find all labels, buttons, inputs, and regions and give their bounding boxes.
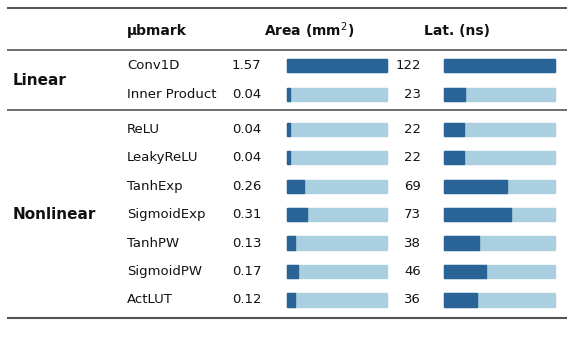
Text: ActLUT: ActLUT bbox=[127, 293, 173, 307]
Text: 22: 22 bbox=[404, 151, 421, 164]
Bar bbox=[444, 122, 556, 136]
Text: 0.04: 0.04 bbox=[232, 88, 261, 101]
Text: 46: 46 bbox=[405, 265, 421, 278]
Bar bbox=[287, 151, 289, 164]
Bar bbox=[287, 237, 387, 249]
Bar bbox=[444, 60, 556, 72]
Bar bbox=[444, 208, 511, 221]
Bar bbox=[287, 180, 304, 193]
Text: 0.17: 0.17 bbox=[232, 265, 261, 278]
Bar bbox=[287, 122, 387, 136]
Text: 1.57: 1.57 bbox=[232, 60, 261, 72]
Bar bbox=[287, 88, 387, 101]
Bar bbox=[444, 293, 556, 307]
Bar bbox=[444, 88, 465, 101]
Bar bbox=[287, 180, 387, 193]
Text: 23: 23 bbox=[404, 88, 421, 101]
Text: 0.31: 0.31 bbox=[232, 208, 261, 221]
Bar bbox=[444, 180, 556, 193]
Text: Nonlinear: Nonlinear bbox=[13, 207, 96, 222]
Text: 0.12: 0.12 bbox=[232, 293, 261, 307]
Text: 0.04: 0.04 bbox=[232, 151, 261, 164]
Bar bbox=[287, 60, 387, 72]
Bar bbox=[444, 151, 464, 164]
Text: μbmark: μbmark bbox=[127, 24, 187, 38]
Text: 38: 38 bbox=[404, 237, 421, 249]
Text: 0.26: 0.26 bbox=[232, 180, 261, 192]
Bar bbox=[444, 88, 556, 101]
Text: 122: 122 bbox=[395, 60, 421, 72]
Bar bbox=[444, 237, 556, 249]
Bar bbox=[444, 237, 479, 249]
Text: TanhExp: TanhExp bbox=[127, 180, 183, 192]
Text: Linear: Linear bbox=[13, 73, 67, 88]
Bar bbox=[444, 265, 486, 278]
Bar bbox=[287, 208, 307, 221]
Bar bbox=[287, 151, 387, 164]
Text: 0.04: 0.04 bbox=[232, 122, 261, 136]
Bar bbox=[287, 237, 295, 249]
Text: 73: 73 bbox=[404, 208, 421, 221]
Bar bbox=[287, 265, 387, 278]
Bar bbox=[444, 293, 477, 307]
Bar bbox=[287, 88, 289, 101]
Text: LeakyReLU: LeakyReLU bbox=[127, 151, 199, 164]
Text: Area (mm$^2$): Area (mm$^2$) bbox=[264, 20, 354, 41]
Bar bbox=[444, 122, 464, 136]
Text: 69: 69 bbox=[405, 180, 421, 192]
Bar bbox=[444, 60, 556, 72]
Bar bbox=[444, 151, 556, 164]
Bar bbox=[287, 293, 387, 307]
Bar bbox=[287, 60, 387, 72]
Bar bbox=[444, 180, 507, 193]
Bar bbox=[287, 208, 387, 221]
Bar bbox=[444, 208, 556, 221]
Text: ReLU: ReLU bbox=[127, 122, 160, 136]
Bar bbox=[287, 293, 294, 307]
Text: 0.13: 0.13 bbox=[232, 237, 261, 249]
Text: TanhPW: TanhPW bbox=[127, 237, 179, 249]
Text: Conv1D: Conv1D bbox=[127, 60, 180, 72]
Text: 36: 36 bbox=[404, 293, 421, 307]
Bar bbox=[287, 265, 298, 278]
Text: Inner Product: Inner Product bbox=[127, 88, 216, 101]
Text: SigmoidPW: SigmoidPW bbox=[127, 265, 202, 278]
Text: 22: 22 bbox=[404, 122, 421, 136]
Text: SigmoidExp: SigmoidExp bbox=[127, 208, 205, 221]
Bar bbox=[287, 122, 289, 136]
Bar bbox=[444, 265, 556, 278]
Text: Lat. (ns): Lat. (ns) bbox=[424, 24, 490, 38]
